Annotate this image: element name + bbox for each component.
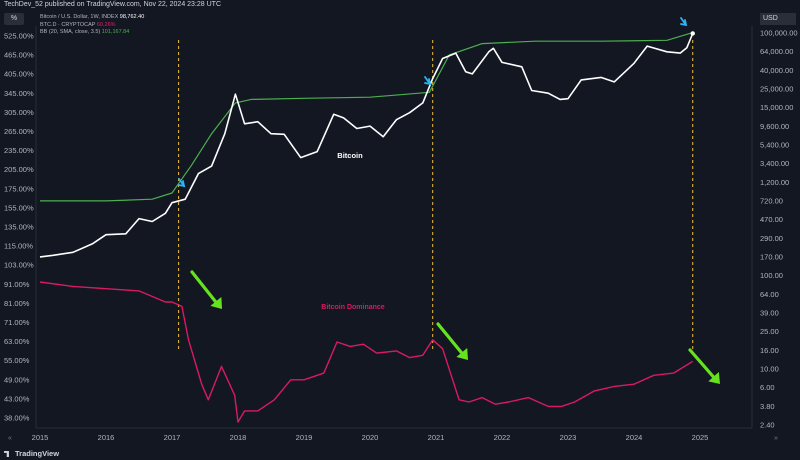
btc-last-point (690, 31, 695, 36)
right-axis-tick-label: 25.00 (760, 327, 779, 336)
right-axis-tick-label: 10.00 (760, 365, 779, 374)
legend-row-btc: Bitcoin / U.S. Dollar, 1W, INDEX 98,762.… (40, 14, 144, 22)
left-axis-tick-label: 49.00% (4, 375, 30, 384)
right-axis-tick-label: 3.80 (760, 402, 775, 411)
bitcoin-series-label: Bitcoin (337, 151, 363, 160)
right-axis-tick-label: 25,000.00 (760, 85, 793, 94)
x-axis-tick-label: 2016 (98, 433, 115, 442)
scroll-right-button[interactable]: » (774, 435, 778, 442)
right-axis-tick-label: 720.00 (760, 197, 783, 206)
publisher-text: TechDev_52 published on TradingView.com,… (4, 1, 222, 8)
signal-cyan-arrow (178, 178, 186, 188)
legend-row-bb: BB (20, SMA, close, 3.5) 101,167.84 (40, 29, 144, 37)
right-axis-tick-label: 290.00 (760, 234, 783, 243)
left-axis-tick-label: 345.00% (4, 89, 34, 98)
left-axis-tick-label: 43.00% (4, 394, 30, 403)
tradingview-logo-icon (4, 451, 9, 458)
x-axis-tick-label: 2020 (362, 433, 379, 442)
dominance-line (39, 281, 694, 423)
signal-cyan-arrow (680, 17, 688, 27)
x-axis-tick-label: 2025 (692, 433, 709, 442)
signal-green-arrow-head (708, 372, 720, 384)
legend-bb-value: 101,167.84 (101, 29, 130, 35)
publisher-bar: TechDev_52 published on TradingView.com,… (0, 0, 800, 12)
left-axis-tick-label: 71.00% (4, 318, 30, 327)
left-axis-tick-label: 103.00% (4, 261, 34, 270)
signal-green-arrow-shaft (436, 322, 467, 359)
right-axis-tick-label: 64.00 (760, 290, 779, 299)
legend-btc-value: 98,762.40 (119, 14, 145, 20)
x-axis-tick-label: 2023 (560, 433, 577, 442)
chart-legend: Bitcoin / U.S. Dollar, 1W, INDEX 98,762.… (40, 14, 144, 37)
right-axis-tick-label: 64,000.00 (760, 47, 793, 56)
signal-green-arrow-shaft (688, 348, 719, 383)
currency-button[interactable]: USD (760, 13, 796, 25)
right-axis-tick-label: 39.00 (760, 309, 779, 318)
signal-green-arrow-shaft (190, 270, 221, 308)
right-axis-tick-label: 470.00 (760, 215, 783, 224)
right-axis-tick-label: 40,000.00 (760, 66, 793, 75)
x-axis-tick-label: 2017 (164, 433, 181, 442)
left-axis-tick-label: 525.00% (4, 32, 34, 41)
legend-bb-label: BB (20, SMA, close, 3.5) (40, 29, 101, 35)
legend-btc-label: Bitcoin / U.S. Dollar, 1W, INDEX (40, 14, 119, 20)
left-axis-tick-label: 155.00% (4, 203, 34, 212)
legend-dominance-label: BTC.D · CRYPTOCAP (40, 21, 96, 28)
left-axis-tick-label: 63.00% (4, 337, 30, 346)
x-axis-tick-label: 2021 (428, 433, 445, 442)
left-axis-tick-label: 115.00% (4, 242, 33, 251)
right-axis-tick-label: 5,400.00 (760, 141, 789, 150)
tradingview-logo: TradingView (4, 449, 59, 458)
x-axis-tick-label: 2024 (626, 433, 643, 442)
btc-price-line (39, 33, 694, 258)
right-axis-tick-label: 6.00 (760, 383, 775, 392)
left-axis-tick-label: 465.00% (4, 51, 34, 60)
x-axis-tick-label: 2019 (296, 433, 313, 442)
left-axis-tick-label: 205.00% (4, 165, 34, 174)
right-axis-tick-label: 15,000.00 (760, 103, 793, 112)
x-axis-tick-label: 2022 (494, 433, 511, 442)
right-axis-tick-label: 16.00 (760, 346, 779, 355)
left-axis-tick-label: 305.00% (4, 108, 34, 117)
signal-green-arrow-head (456, 348, 468, 360)
bb-line (40, 32, 693, 202)
footer-bar: TradingView (0, 447, 800, 460)
left-axis-tick-label: 91.00% (4, 280, 30, 289)
left-axis-tick-label: 235.00% (4, 146, 34, 155)
signal-green-arrow-head (210, 297, 222, 309)
signal-cyan-arrow (424, 76, 432, 86)
left-axis-tick-label: 55.00% (4, 356, 30, 365)
brand-text: TradingView (15, 449, 60, 458)
right-axis-tick-label: 170.00 (760, 253, 783, 262)
right-axis-tick-label: 9,600.00 (760, 122, 789, 131)
right-axis-tick-label: 1,200.00 (760, 178, 789, 187)
scroll-left-button[interactable]: « (8, 435, 12, 442)
right-axis-tick-label: 3,400.00 (760, 159, 789, 168)
right-axis-tick-label: 2.40 (760, 421, 775, 430)
left-axis-tick-label: 81.00% (4, 299, 30, 308)
left-axis-tick-label: 175.00% (4, 184, 34, 193)
dominance-series-label: Bitcoin Dominance (321, 304, 385, 311)
x-axis-tick-label: 2018 (230, 433, 247, 442)
percent-scale-button[interactable]: % (4, 13, 24, 25)
legend-dominance-value: 60.26% (96, 21, 116, 28)
legend-row-dominance: BTC.D · CRYPTOCAP 60.26% (40, 22, 144, 30)
x-axis-tick-label: 2015 (32, 433, 49, 442)
right-axis-tick-label: 100,000.00 (760, 29, 798, 38)
left-axis-tick-label: 265.00% (4, 127, 34, 136)
right-axis-tick-label: 100.00 (760, 271, 783, 280)
left-axis-tick-label: 135.00% (4, 223, 34, 232)
left-axis-tick-label: 405.00% (4, 70, 34, 79)
left-axis-tick-label: 38.00% (4, 414, 30, 423)
